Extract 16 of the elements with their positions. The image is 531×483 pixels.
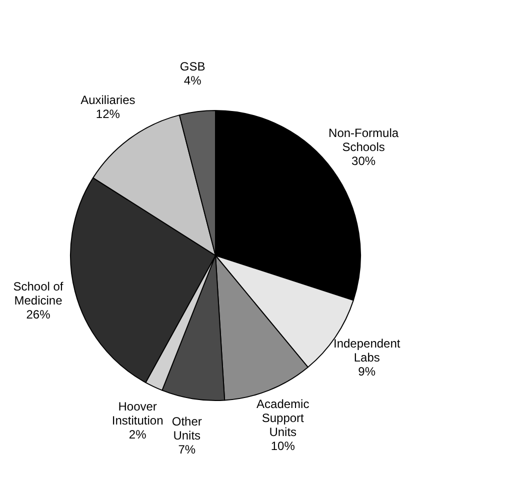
slice-label: Independent Labs [333, 336, 401, 365]
slice-label: Other Units [172, 414, 202, 443]
slice-label: Non-Formula Schools [328, 126, 399, 154]
slice-label: Hoover Institution [112, 399, 164, 428]
data-label: 30% [352, 154, 376, 168]
data-label: 7% [178, 442, 196, 457]
data-label: 12% [96, 106, 120, 121]
data-label: 9% [358, 364, 376, 379]
slice-label: School of Medicine [13, 279, 64, 308]
slice-label: GSB [180, 59, 206, 74]
data-label: 26% [26, 307, 51, 322]
data-label: 10% [270, 438, 296, 453]
data-label: 2% [128, 427, 147, 442]
data-label: 4% [184, 73, 202, 88]
slice-label: Academic Support Units [256, 396, 310, 439]
slice-label: Auxiliaries [80, 92, 136, 107]
